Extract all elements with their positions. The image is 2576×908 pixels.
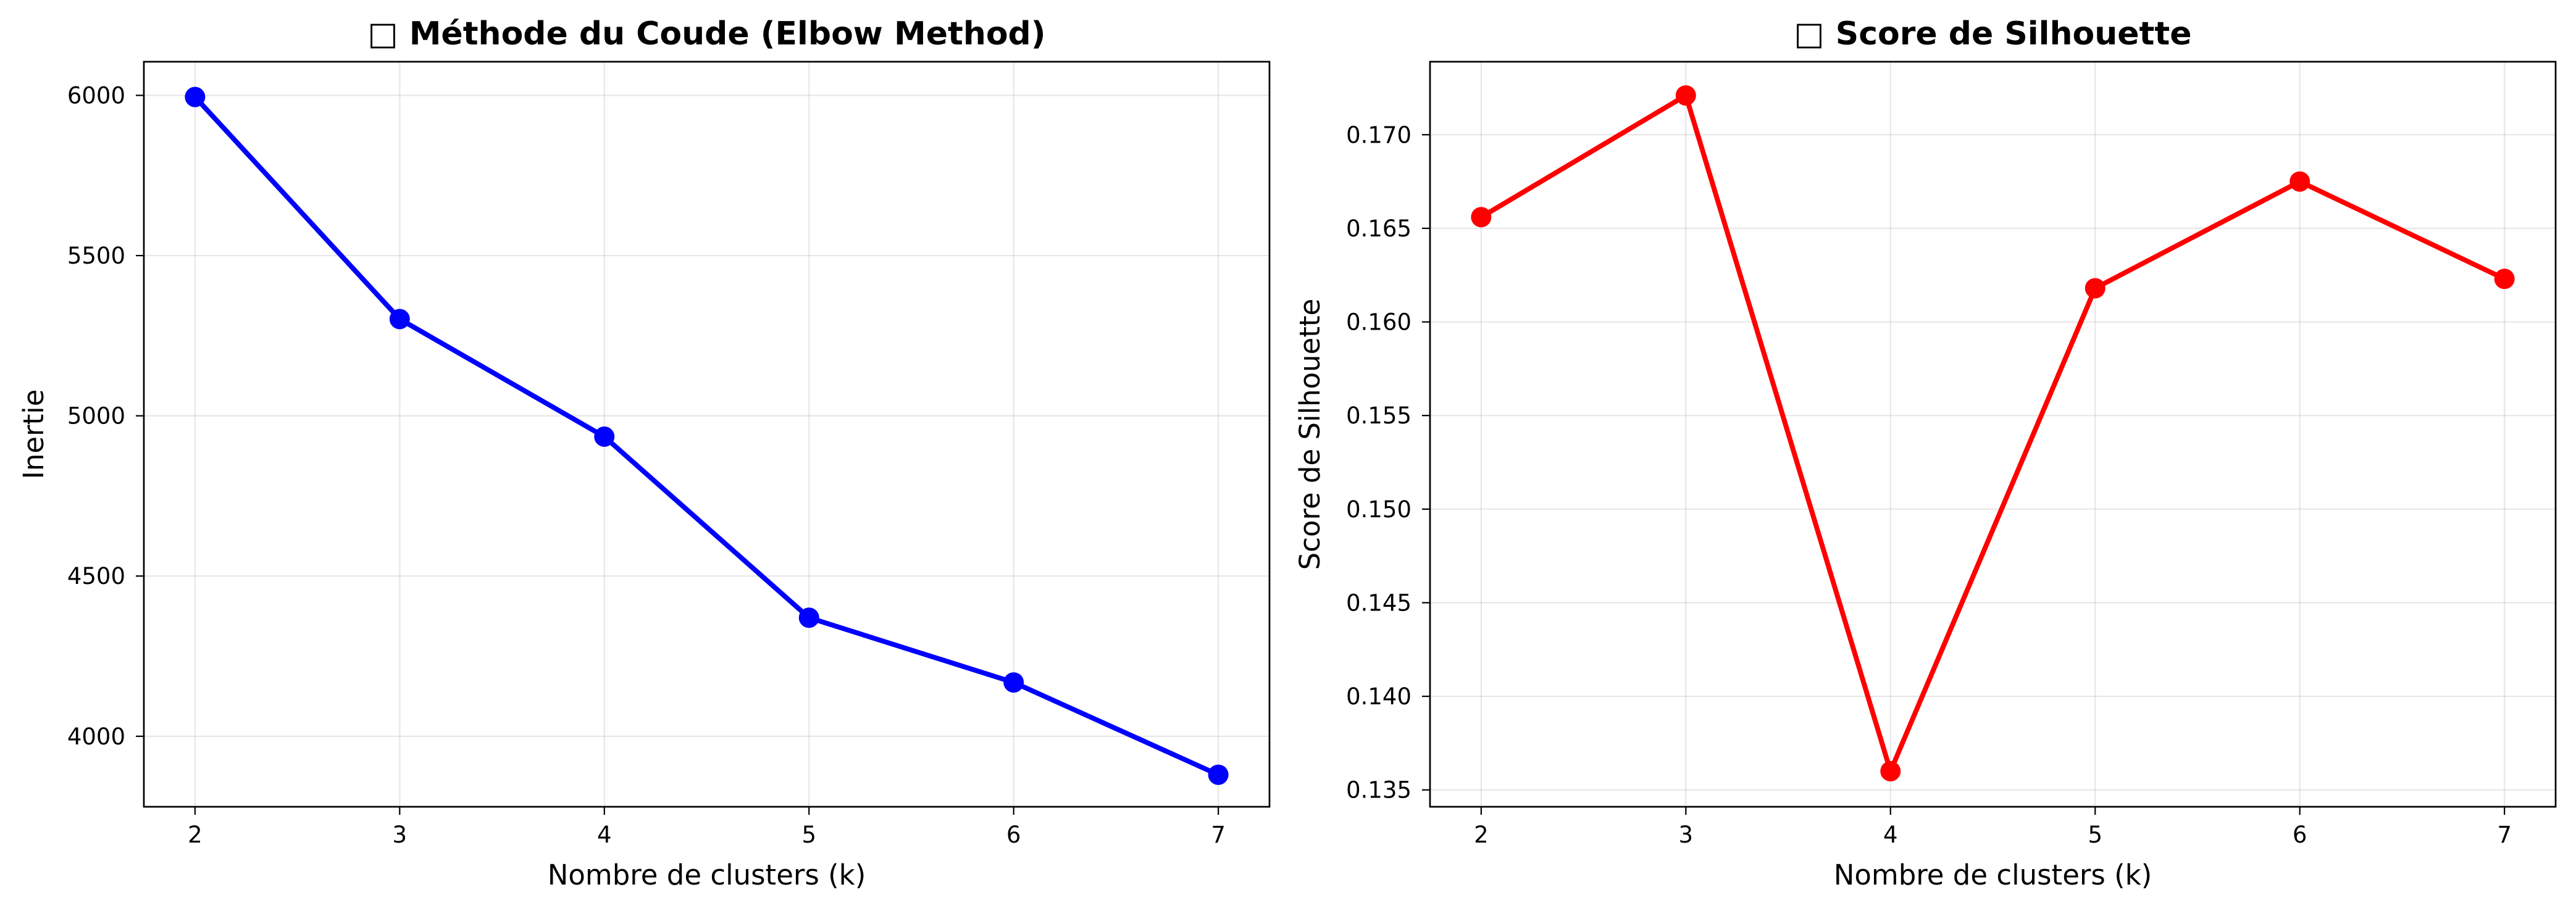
x-tick-label: 7	[1211, 822, 1226, 848]
x-tick-label: 2	[188, 822, 203, 848]
y-tick-label: 0.165	[1346, 215, 1411, 242]
elbow-y-axis-label: Inertie	[17, 389, 50, 480]
x-tick-label: 3	[393, 822, 408, 848]
y-tick-label: 0.155	[1346, 402, 1411, 429]
y-tick-label: 0.160	[1346, 309, 1411, 336]
silhouette-y-axis-label: Score de Silhouette	[1294, 299, 1326, 570]
x-tick-label: 4	[1883, 822, 1898, 848]
x-tick-label: 7	[2497, 822, 2512, 848]
x-tick-label: 5	[2088, 822, 2102, 848]
silhouette-data-point	[1675, 85, 1696, 106]
silhouette-plot-frame	[1429, 60, 2557, 808]
silhouette-data-point	[1471, 207, 1492, 228]
x-tick-label: 5	[801, 822, 816, 848]
elbow-series-line	[192, 94, 1221, 778]
x-tick-label: 3	[1679, 822, 1694, 848]
elbow-data-point	[185, 86, 206, 107]
y-tick-label: 0.140	[1346, 683, 1411, 710]
silhouette-chart: 2 3 4 5 6 7 0.135 0.140 0.145 0.150 0.155 0.160 0.16…	[1294, 15, 2557, 891]
silhouette-data-point	[1880, 760, 1901, 781]
silhouette-data-point	[2085, 278, 2106, 299]
elbow-data-point	[594, 426, 615, 447]
elbow-data-point	[389, 309, 410, 330]
y-tick-label: 0.145	[1346, 589, 1411, 616]
silhouette-data-point	[2494, 269, 2515, 289]
y-tick-label: 0.135	[1346, 777, 1411, 804]
elbow-data-point	[798, 607, 819, 628]
silhouette-x-axis-label: Nombre de clusters (k)	[1834, 859, 2152, 891]
elbow-data-point	[1003, 672, 1024, 693]
elbow-x-axis-label: Nombre de clusters (k)	[548, 859, 866, 891]
elbow-plot-frame	[143, 60, 1271, 808]
elbow-chart: 2 3 4 5 6 7 4000 4500 5000 5500 6000 □ Méthode du C…	[17, 15, 1271, 891]
y-tick-label: 0.150	[1346, 496, 1411, 523]
y-tick-label: 6000	[67, 83, 125, 109]
x-tick-label: 6	[2293, 822, 2307, 848]
elbow-chart-title: □ Méthode du Coude (Elbow Method)	[367, 15, 1045, 52]
x-tick-label: 2	[1474, 822, 1489, 848]
y-tick-label: 0.170	[1346, 122, 1411, 148]
silhouette-chart-title: □ Score de Silhouette	[1794, 15, 2192, 52]
y-tick-label: 5500	[67, 243, 125, 269]
silhouette-data-point	[2290, 171, 2310, 192]
y-tick-label: 5000	[67, 403, 125, 430]
y-tick-label: 4500	[67, 563, 125, 589]
x-tick-label: 6	[1006, 822, 1021, 848]
x-tick-label: 4	[597, 822, 612, 848]
y-tick-label: 4000	[67, 723, 125, 750]
silhouette-series-line	[1478, 93, 2507, 774]
elbow-data-point	[1208, 764, 1229, 785]
